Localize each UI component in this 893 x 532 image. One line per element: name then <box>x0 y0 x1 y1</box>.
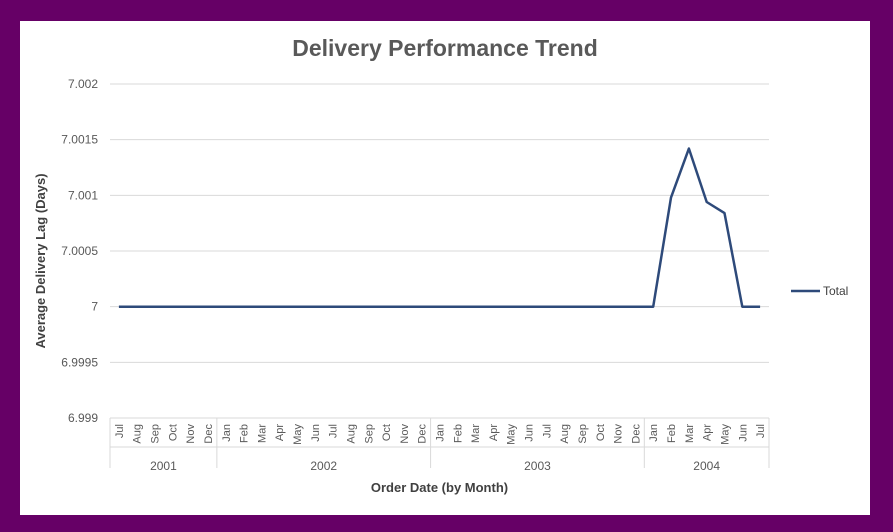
series-layer <box>118 147 761 308</box>
series-line <box>118 147 761 308</box>
x-tick-label: Jul <box>328 424 340 438</box>
x-tick-label: May <box>719 424 731 445</box>
x-tick-label: Apr <box>702 424 714 441</box>
chart-frame: Delivery Performance Trend 6.999 6.9995 7 7… <box>20 21 870 515</box>
x-tick-label: Mar <box>470 424 482 443</box>
year-label: 2004 <box>693 459 720 473</box>
x-tick-label: May <box>292 424 304 445</box>
x-tick-label: Oct <box>167 424 179 441</box>
x-tick-label: Jun <box>737 424 749 442</box>
y-axis-ticks: 6.999 6.9995 7 7.0005 7.001 7.0015 7.002 <box>61 77 98 425</box>
x-tick-label: Jan <box>648 424 660 442</box>
x-tick-label: May <box>506 424 518 445</box>
year-label: 2003 <box>524 459 551 473</box>
y-tick-label: 7.0015 <box>61 133 98 147</box>
x-tick-label: Feb <box>666 424 678 443</box>
x-tick-label: Mar <box>256 424 268 443</box>
x-tick-label: Apr <box>488 424 500 441</box>
year-label: 2001 <box>150 459 177 473</box>
x-axis-title: Order Date (by Month) <box>371 480 508 495</box>
x-tick-label: Feb <box>452 424 464 443</box>
legend: Total <box>791 284 848 298</box>
x-tick-label: Jan <box>221 424 233 442</box>
y-tick-label: 7.002 <box>68 77 98 91</box>
x-tick-label: Aug <box>132 424 144 444</box>
x-tick-label: Nov <box>613 424 625 444</box>
x-tick-label: Sep <box>150 424 162 444</box>
x-tick-label: Jun <box>524 424 536 442</box>
x-axis: Jul Aug Sep Oct Nov Dec Jan Feb Mar Apr May Jun Jul A… <box>109 417 770 473</box>
x-tick-label: Oct <box>381 424 393 441</box>
x-tick-label: Jul <box>114 424 126 438</box>
y-tick-label: 6.9995 <box>61 355 98 369</box>
x-tick-label: Nov <box>399 424 411 444</box>
year-label: 2002 <box>310 459 337 473</box>
x-tick-label: Aug <box>345 424 357 444</box>
x-tick-label: Jan <box>435 424 447 442</box>
x-tick-label: Apr <box>274 424 286 441</box>
x-tick-label: Aug <box>559 424 571 444</box>
chart-title: Delivery Performance Trend <box>292 35 598 61</box>
x-tick-label: Dec <box>417 424 429 444</box>
x-tick-label: Sep <box>363 424 375 444</box>
line-chart: 6.999 6.9995 7 7.0005 7.001 7.0015 7.002 Jul Au… <box>33 77 848 495</box>
y-tick-label: 7.0005 <box>61 244 98 258</box>
y-tick-label: 6.999 <box>68 411 98 425</box>
gridlines <box>110 83 769 419</box>
x-tick-label: Jul <box>541 424 553 438</box>
x-tick-label: Jun <box>310 424 322 442</box>
x-tick-label: Sep <box>577 424 589 444</box>
y-axis-title: Average Delivery Lag (Days) <box>33 173 48 348</box>
x-tick-label: Feb <box>239 424 251 443</box>
x-tick-label: Dec <box>630 424 642 444</box>
x-tick-label: Oct <box>595 424 607 441</box>
x-tick-label: Mar <box>684 424 696 443</box>
x-tick-label: Nov <box>185 424 197 444</box>
x-tick-label: Dec <box>203 424 215 444</box>
y-tick-label: 7.001 <box>68 188 98 202</box>
x-tick-label: Jul <box>755 424 767 438</box>
legend-label: Total <box>823 284 848 298</box>
y-tick-label: 7 <box>91 300 98 314</box>
